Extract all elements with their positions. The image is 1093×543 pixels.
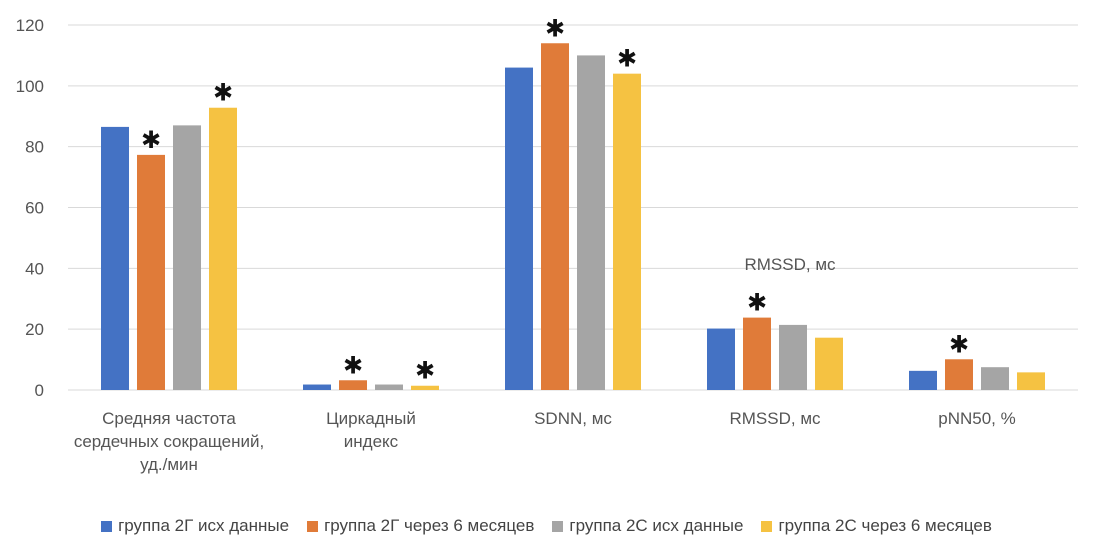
bar — [945, 359, 973, 390]
bar — [101, 126, 129, 390]
category-label: сердечных сокращений, — [74, 432, 264, 451]
y-axis-ticks: 0 20 40 60 80 100 120 — [16, 16, 44, 400]
significance-markers: ✱ ✱ ✱ ✱ ✱ ✱ ✱ ✱ — [141, 15, 969, 384]
bar — [209, 107, 237, 390]
legend-swatch — [101, 520, 113, 532]
bar — [173, 125, 201, 390]
bar-chart: 0 20 40 60 80 100 120 ✱ ✱ ✱ ✱ ✱ ✱ ✱ ✱ Средняя частота… — [16, 15, 1078, 474]
annotations: RMSSD, мс — [744, 255, 836, 274]
category-label: pNN50, % — [938, 409, 1015, 428]
bar — [505, 67, 533, 390]
legend-swatch — [307, 520, 319, 532]
y-tick-label: 40 — [25, 259, 44, 278]
bar — [375, 384, 403, 390]
bar — [1017, 372, 1045, 390]
y-tick-label: 100 — [16, 77, 44, 96]
bar — [541, 43, 569, 390]
bar — [411, 385, 439, 390]
significance-star: ✱ — [213, 80, 233, 107]
bar — [779, 324, 807, 390]
legend-item: группа 2С через 6 месяцев — [761, 516, 992, 536]
category-label: Циркадный — [326, 409, 416, 428]
bar — [707, 328, 735, 390]
legend: группа 2Г исх данные группа 2Г через 6 ме… — [0, 512, 1093, 540]
y-tick-label: 20 — [25, 320, 44, 339]
x-axis-category-labels: Средняя частота сердечных сокращений, уд./… — [74, 409, 1016, 474]
legend-label: группа 2Г исх данные — [118, 516, 290, 535]
category-label: Средняя частота — [102, 409, 236, 428]
bar — [613, 73, 641, 391]
bar — [981, 367, 1009, 390]
significance-star: ✱ — [545, 15, 565, 42]
y-tick-label: 80 — [25, 138, 44, 157]
significance-star: ✱ — [141, 127, 161, 154]
legend-swatch — [552, 520, 564, 532]
significance-star: ✱ — [415, 358, 435, 385]
legend-label: группа 2С исх данные — [569, 516, 744, 535]
legend-item: группа 2Г исх данные — [101, 516, 289, 536]
category-label: RMSSD, мс — [729, 409, 821, 428]
y-tick-label: 60 — [25, 199, 44, 218]
legend-item: группа 2С исх данные — [552, 516, 743, 536]
significance-star: ✱ — [343, 352, 363, 379]
bar — [577, 55, 605, 391]
category-label: индекс — [344, 432, 399, 451]
bar — [137, 154, 165, 390]
significance-star: ✱ — [949, 331, 969, 358]
significance-star: ✱ — [747, 290, 767, 317]
legend-item: группа 2Г через 6 месяцев — [307, 516, 534, 536]
category-label: SDNN, мс — [534, 409, 612, 428]
legend-swatch — [761, 520, 773, 532]
significance-star: ✱ — [617, 46, 637, 73]
legend-label: группа 2С через 6 месяцев — [778, 516, 992, 535]
bar — [815, 337, 843, 390]
bar — [303, 384, 331, 390]
bars — [101, 43, 1045, 391]
bar — [909, 370, 937, 390]
annotation-label: RMSSD, мс — [744, 255, 836, 274]
bar — [743, 317, 771, 390]
y-tick-label: 0 — [35, 381, 44, 400]
y-tick-label: 120 — [16, 16, 44, 35]
legend-label: группа 2Г через 6 месяцев — [324, 516, 535, 535]
category-label: уд./мин — [140, 455, 198, 474]
bar — [339, 380, 367, 390]
